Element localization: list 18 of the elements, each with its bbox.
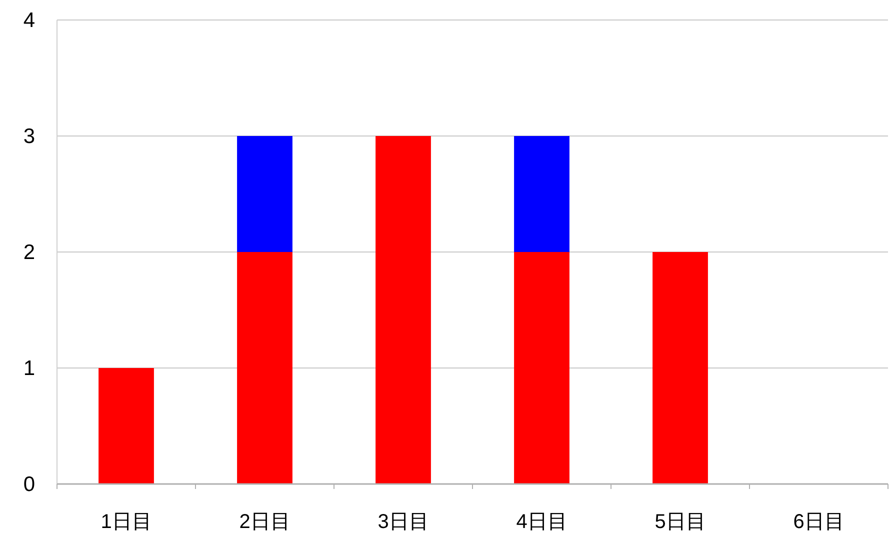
y-tick-label: 2 bbox=[23, 241, 35, 264]
bar bbox=[237, 252, 292, 484]
bar bbox=[514, 136, 570, 252]
bar bbox=[237, 136, 292, 252]
x-tick-label: 5日目 bbox=[654, 511, 706, 533]
x-tick-label: 6日目 bbox=[793, 511, 844, 533]
y-tick-label: 4 bbox=[23, 9, 36, 32]
y-tick-label: 1 bbox=[23, 357, 35, 380]
x-tick-label: 3日目 bbox=[378, 511, 429, 533]
x-tick-label: 1日目 bbox=[100, 511, 152, 533]
y-tick-label: 3 bbox=[23, 125, 35, 148]
y-tick-label: 0 bbox=[23, 473, 35, 496]
bar bbox=[514, 252, 570, 484]
bar bbox=[652, 252, 708, 484]
bar bbox=[98, 368, 154, 484]
x-tick-label: 2日目 bbox=[239, 511, 290, 533]
x-tick-label: 4日目 bbox=[516, 511, 568, 533]
bar bbox=[376, 136, 431, 484]
